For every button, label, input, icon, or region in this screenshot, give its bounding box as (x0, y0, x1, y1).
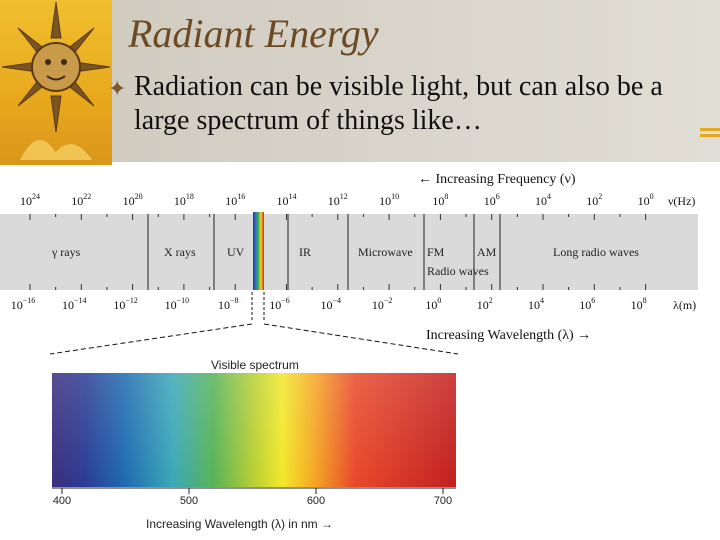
frequency-tick-labels: 1024 1022 1020 1018 1016 1014 1012 1010 108 106 10… (20, 192, 654, 208)
wavelength-tick-label: 10−10 (165, 296, 190, 312)
sun-logo-band (0, 0, 112, 165)
wavelength-tick-label: 102 (477, 296, 493, 312)
spectrum-band (0, 214, 698, 290)
frequency-tick-label: 102 (586, 192, 602, 208)
visible-tick-labels: 400 500 600 700 (53, 488, 452, 507)
frequency-caption: ← Increasing Frequency (ν) (418, 172, 576, 187)
band-fm: FM (427, 245, 445, 259)
wavelength-caption: Increasing Wavelength (λ) → (426, 328, 591, 343)
frequency-tick-label: 108 (432, 192, 448, 208)
bullet-text: Radiation can be visible light, but can … (134, 71, 663, 136)
wavelength-tick-label: 10−4 (321, 296, 342, 312)
wavelength-tick-label: 104 (528, 296, 544, 312)
wavelength-tick-label: 106 (579, 296, 595, 312)
wavelength-tick-label: 10−14 (62, 296, 87, 312)
sun-icon (1, 1, 111, 160)
visible-tick-label: 600 (307, 495, 325, 507)
spectrum-diagram: ← Increasing Frequency (ν) 1024 1022 1020 1… (0, 172, 698, 531)
frequency-tick-label: 1012 (328, 192, 348, 208)
band-gamma: γ rays (51, 245, 81, 259)
wavelength-tick-label: 10−16 (11, 296, 36, 312)
band-xrays: X rays (164, 245, 196, 259)
wavelength-tick-label: 108 (631, 296, 647, 312)
corner-ornament (700, 128, 720, 142)
slide-title: Radiant Energy (128, 11, 379, 56)
wavelength-tick-label: 10−8 (218, 296, 239, 312)
band-uv: UV (227, 245, 245, 259)
visible-sliver (253, 212, 264, 290)
visible-spectrum-sheen (52, 373, 456, 487)
visible-caption: Increasing Wavelength (λ) in nm → (146, 517, 333, 531)
visible-tick-label: 500 (180, 495, 198, 507)
frequency-tick-label: 1016 (225, 192, 245, 208)
visible-spectrum-title: Visible spectrum (211, 358, 299, 372)
bullet-point: ✦ Radiation can be visible light, but ca… (108, 70, 698, 138)
zoom-guide-left (49, 323, 253, 355)
frequency-tick-label: 1010 (379, 192, 399, 208)
band-ir: IR (299, 245, 311, 259)
wavelength-tick-labels: 10−16 10−14 10−12 10−10 10−8 10−6 10−4 10−2 100 1… (11, 296, 647, 312)
frequency-tick-label: 1024 (20, 192, 40, 208)
frequency-unit: ν(Hz) (668, 194, 695, 208)
frequency-tick-label: 106 (484, 192, 500, 208)
frequency-tick-label: 1022 (71, 192, 91, 208)
wavelength-unit: λ(m) (673, 298, 696, 312)
frequency-tick-label: 1020 (123, 192, 143, 208)
band-microwave: Microwave (358, 245, 413, 259)
visible-tick-label: 700 (434, 495, 452, 507)
band-long-radio: Long radio waves (553, 245, 639, 259)
star-bullet-icon: ✦ (108, 76, 127, 101)
wavelength-tick-label: 10−12 (113, 296, 138, 312)
frequency-tick-label: 104 (535, 192, 551, 208)
band-am: AM (477, 245, 497, 259)
visible-tick-label: 400 (53, 495, 71, 507)
zoom-guide-right (263, 323, 459, 355)
frequency-tick-label: 1014 (277, 192, 297, 208)
wavelength-tick-label: 10−2 (372, 296, 393, 312)
frequency-tick-label: 100 (638, 192, 654, 208)
frequency-tick-label: 1018 (174, 192, 194, 208)
wavelength-tick-label: 100 (425, 296, 441, 312)
wavelength-tick-label: 10−6 (269, 296, 290, 312)
radio-waves-label: Radio waves (427, 264, 489, 278)
slide-header (0, 0, 720, 162)
